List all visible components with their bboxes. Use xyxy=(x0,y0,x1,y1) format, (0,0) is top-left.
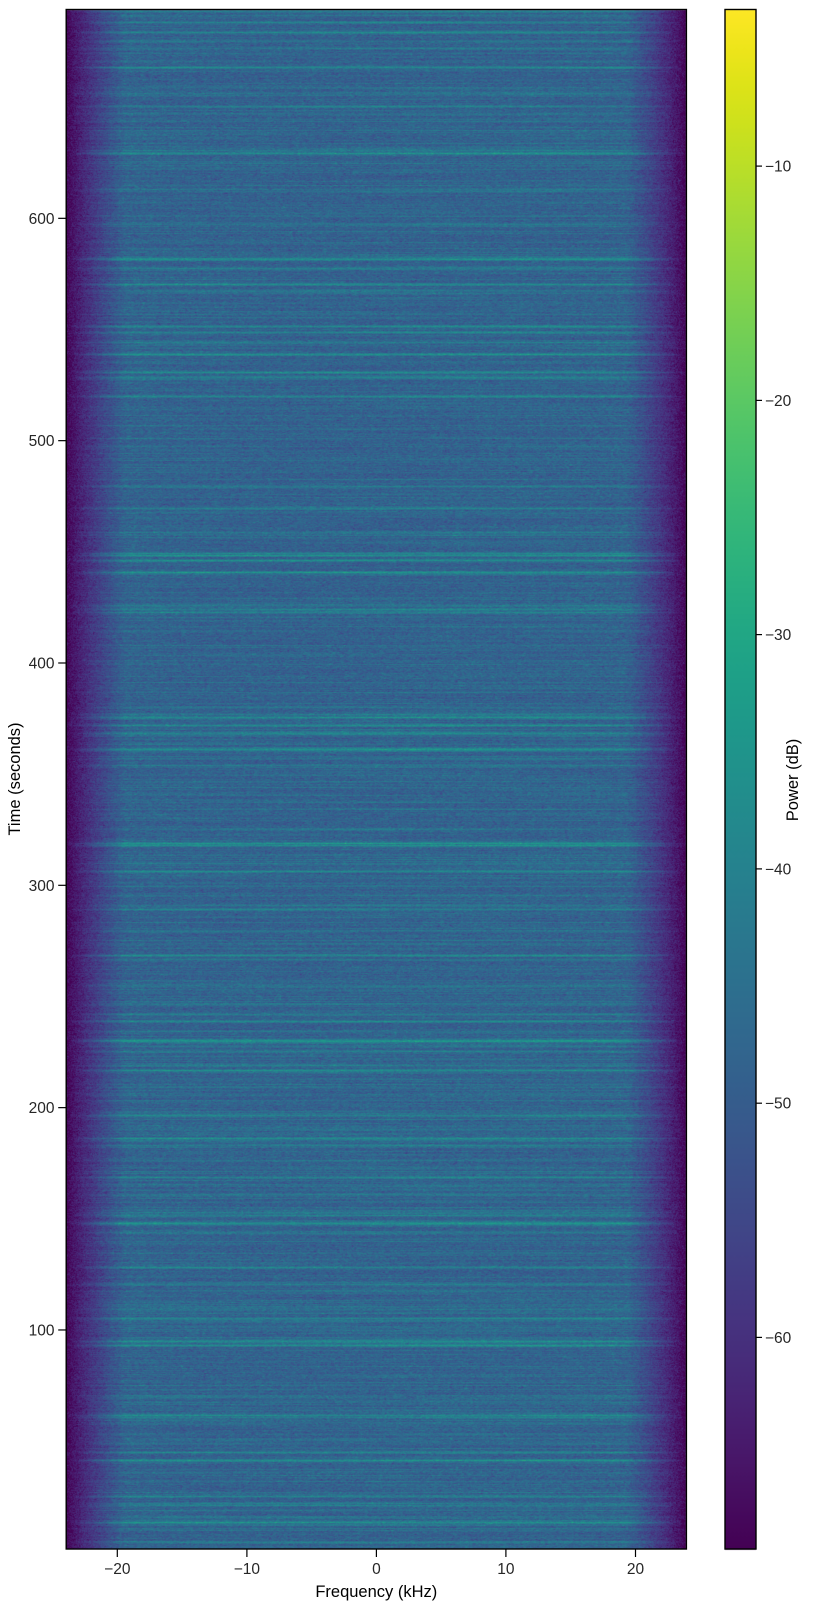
svg-text:Power (dB): Power (dB) xyxy=(784,739,802,822)
svg-text:400: 400 xyxy=(29,656,55,673)
svg-text:−50: −50 xyxy=(765,1096,792,1113)
svg-text:100: 100 xyxy=(29,1323,55,1340)
svg-text:−20: −20 xyxy=(104,1561,131,1578)
svg-text:10: 10 xyxy=(497,1561,515,1578)
svg-text:Time (seconds): Time (seconds) xyxy=(6,722,24,835)
svg-text:−10: −10 xyxy=(234,1561,261,1578)
svg-text:600: 600 xyxy=(29,211,55,228)
svg-text:0: 0 xyxy=(372,1561,381,1578)
svg-text:200: 200 xyxy=(29,1100,55,1117)
svg-text:Frequency (kHz): Frequency (kHz) xyxy=(315,1583,437,1601)
svg-text:−30: −30 xyxy=(765,627,792,644)
svg-text:20: 20 xyxy=(627,1561,645,1578)
svg-text:−10: −10 xyxy=(765,159,792,176)
svg-text:500: 500 xyxy=(29,433,55,450)
svg-text:−60: −60 xyxy=(765,1330,792,1347)
svg-text:−40: −40 xyxy=(765,861,792,878)
svg-text:300: 300 xyxy=(29,878,55,895)
svg-text:−20: −20 xyxy=(765,393,792,410)
